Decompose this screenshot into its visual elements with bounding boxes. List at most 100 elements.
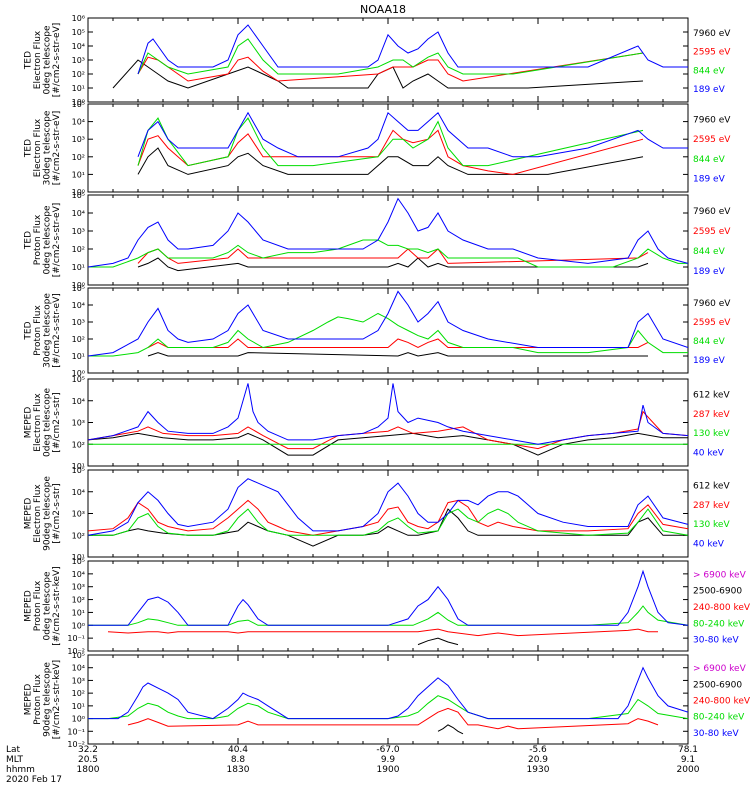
- y-axis-label-line: 30deg telescope: [43, 293, 53, 368]
- legend-label: 287 keV: [693, 410, 730, 420]
- y-axis-label: TEDElectron Flux30deg telescope[#/cm2-s-…: [24, 110, 63, 185]
- y-axis-label-line: Electron Flux: [33, 118, 43, 177]
- x-label-time: hhmm: [6, 765, 35, 775]
- legend-label: 30-80 keV: [693, 636, 739, 646]
- panel-frame: [87, 287, 689, 374]
- x-tick-label-lat: 78.1: [678, 745, 698, 755]
- y-axis-label-line: 90deg telescope: [43, 476, 53, 551]
- y-axis-label-line: 0deg telescope: [43, 571, 53, 641]
- legend-label: 240-800 keV: [693, 697, 750, 707]
- y-tick-label: 10⁰: [72, 369, 85, 378]
- y-tick-label: 10¹: [72, 84, 85, 93]
- legend-label: 7960 eV: [693, 207, 731, 217]
- series-group: [88, 478, 688, 547]
- panel-3: 10⁰ 10¹ 10² 10³ 10⁴ 10⁵ TEDProton Flux0deg tel…: [24, 191, 732, 290]
- y-tick-label: 10⁴: [72, 570, 85, 579]
- y-tick-label: 10²: [72, 531, 85, 540]
- y-axis-label-line: 0deg telescope: [43, 388, 53, 458]
- legend-label: 287 keV: [693, 501, 730, 511]
- series-line-30-80-kev: [88, 569, 688, 626]
- y-axis-label-line: 0deg telescope: [43, 205, 53, 275]
- y-axis-label: TEDProton Flux30deg telescope[#/cm2-s-st…: [24, 293, 63, 368]
- series-line-189-ev: [137, 111, 688, 158]
- series-line-189-ev: [88, 197, 688, 268]
- y-axis-label-line: TED: [24, 139, 34, 158]
- y-axis-label-line: Proton Flux: [33, 305, 43, 356]
- panel-1: 10⁰ 10¹ 10² 10³ 10⁴ 10⁵ 10⁶ TEDElectron Flux0de…: [24, 14, 732, 107]
- y-tick-label: 10⁰: [72, 281, 85, 290]
- y-tick-label: 10²: [72, 689, 85, 698]
- y-tick-label: 10⁴: [72, 301, 85, 310]
- x-tick-label-time: 2000: [677, 765, 700, 775]
- legend-label: 7960 eV: [693, 29, 731, 39]
- y-axis-label-line: [#/cm2-s-str-keV]: [52, 660, 62, 739]
- y-axis-label: MEPEDProton Flux0deg telescope[#/cm2-s-s…: [24, 566, 63, 645]
- series-line-7960-ev: [137, 257, 649, 272]
- panel-6: 10¹ 10² 10³ 10⁴ 10⁵ MEPEDElectron Flux90deg t…: [24, 466, 731, 562]
- series-line-40-kev: [88, 383, 688, 445]
- panel-frame: [87, 469, 689, 558]
- y-axis-label-line: MEPED: [24, 590, 34, 622]
- y-tick-label: 10⁻²: [67, 740, 85, 749]
- x-tick-label-time: 1930: [527, 765, 550, 775]
- legend-label: 80-240 keV: [693, 713, 745, 723]
- y-tick-label: 10⁵: [72, 191, 85, 200]
- legend-label: > 6900 keV: [693, 570, 747, 580]
- panel-2: 10⁰ 10¹ 10² 10³ 10⁴ 10⁵ TEDElectron Flux30deg …: [24, 100, 732, 197]
- y-tick-label: 10⁵: [72, 651, 85, 660]
- x-tick-label-lat: 40.4: [228, 745, 248, 755]
- legend-label: 189 eV: [693, 356, 726, 366]
- y-tick-label: 10⁰: [72, 188, 85, 197]
- legend-label: 130 keV: [693, 429, 730, 439]
- x-tick-label-mlt: 8.8: [231, 755, 246, 765]
- series-line-612-kev: [88, 508, 688, 547]
- y-tick-label: 10¹: [72, 170, 85, 179]
- panel-frame: [87, 378, 689, 467]
- y-tick-label: 10⁶: [72, 14, 85, 23]
- legend-label: 2500-6900: [693, 587, 742, 597]
- y-axis-label-line: [#/cm2-s-str-eV]: [52, 111, 62, 186]
- x-label-mlt: MLT: [6, 755, 24, 765]
- series-line-2500-6900: [417, 637, 459, 646]
- legend-label: 2595 eV: [693, 318, 731, 328]
- y-tick-label: 10⁵: [72, 375, 85, 384]
- panel-4: 10⁰ 10¹ 10² 10³ 10⁴ 10⁵ TEDProton Flux30deg te…: [24, 284, 732, 378]
- y-axis-label-line: Proton Flux: [33, 214, 43, 265]
- panel-7: 10⁻² 10⁻¹ 10⁰ 10¹ 10² 10³ 10⁴ 10⁵ MEPEDProton Fl…: [24, 557, 750, 656]
- legend-label: 2595 eV: [693, 48, 731, 58]
- chart-title: NOAA18: [360, 3, 406, 16]
- y-axis-label-line: [#/cm2-s-str-eV]: [52, 293, 62, 368]
- legend-label: 844 eV: [693, 66, 726, 76]
- y-tick-label: 10²: [72, 440, 85, 449]
- y-tick-label: 10³: [72, 676, 85, 685]
- legend-label: 189 eV: [693, 267, 726, 277]
- series-line-7960-ev: [147, 352, 648, 357]
- series-line-2500-6900: [437, 724, 464, 735]
- series-line-40-kev: [88, 478, 688, 536]
- x-tick-label-mlt: 20.9: [528, 755, 548, 765]
- y-tick-label: 10³: [72, 135, 85, 144]
- y-axis-label-line: Proton Flux: [33, 674, 43, 725]
- y-axis-label: MEPEDElectron Flux0deg telescope[#/cm2-s…: [24, 388, 63, 458]
- series-group: [88, 666, 688, 735]
- legend-label: 130 keV: [693, 520, 730, 530]
- y-axis-label-line: Electron Flux: [33, 30, 43, 89]
- series-line-80-240-kev: [88, 605, 688, 626]
- series-line-612-kev: [88, 432, 688, 456]
- y-tick-label: 10³: [72, 510, 85, 519]
- panel-frame: [87, 560, 689, 652]
- y-axis-label-line: MEPED: [24, 498, 34, 530]
- y-axis-label-line: [#/cm2-s-str-eV]: [52, 203, 62, 278]
- y-tick-label: 10¹: [72, 608, 85, 617]
- date-label: 2020 Feb 17: [6, 775, 62, 785]
- legend-label: 7960 eV: [693, 116, 731, 126]
- y-axis-label-line: [#/cm2-s-str]: [52, 483, 62, 543]
- y-axis-label-line: Proton Flux: [33, 580, 43, 631]
- x-tick-label-lat: -5.6: [529, 745, 547, 755]
- x-tick-label-time: 1900: [377, 765, 400, 775]
- series-line-844-ev: [137, 38, 644, 75]
- y-tick-label: 10⁴: [72, 118, 85, 127]
- y-axis-label-line: MEPED: [24, 407, 34, 439]
- y-tick-label: 10¹: [72, 702, 85, 711]
